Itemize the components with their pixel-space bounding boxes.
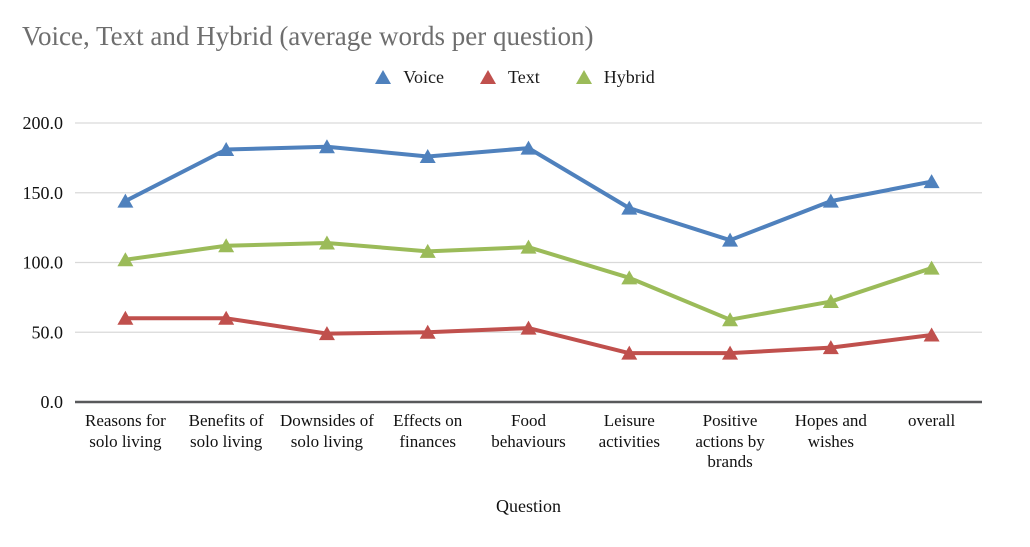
series-line-hybrid [123, 240, 934, 322]
triangle-marker-icon [479, 70, 496, 84]
data-point-marker-text-8 [923, 327, 940, 342]
legend-item-text: Text [479, 66, 540, 88]
data-point-marker-text-6 [722, 345, 739, 360]
chart-legend: Voice Text Hybrid [0, 64, 1030, 90]
data-point-marker-hybrid-4 [520, 239, 537, 254]
data-point-marker-voice-5 [621, 200, 638, 215]
legend-item-hybrid: Hybrid [575, 66, 655, 88]
legend-label-text: Text [507, 66, 540, 87]
data-point-marker-text-1 [218, 310, 235, 325]
data-point-marker-voice-3 [419, 148, 436, 163]
y-tick-label: 150.0 [23, 183, 64, 203]
legend-label-hybrid: Hybrid [603, 66, 655, 87]
y-tick-label: 0.0 [41, 392, 64, 412]
data-point-marker-hybrid-0 [117, 252, 134, 267]
data-point-marker-text-7 [822, 340, 839, 355]
x-axis-title: Question [496, 496, 561, 516]
data-point-marker-hybrid-3 [419, 243, 436, 258]
data-point-marker-hybrid-2 [318, 235, 335, 250]
legend-label-voice: Voice [403, 66, 444, 87]
data-point-marker-hybrid-6 [722, 312, 739, 327]
data-point-marker-text-5 [621, 345, 638, 360]
y-tick-label: 50.0 [32, 322, 64, 342]
data-point-marker-voice-6 [722, 232, 739, 247]
triangle-marker-icon [375, 70, 392, 84]
data-point-marker-voice-2 [318, 139, 335, 154]
data-point-marker-hybrid-8 [923, 260, 940, 275]
data-point-marker-voice-0 [117, 193, 134, 208]
data-point-marker-voice-4 [520, 140, 537, 155]
data-point-marker-voice-8 [923, 174, 940, 189]
data-point-marker-voice-7 [822, 193, 839, 208]
data-point-marker-hybrid-1 [218, 238, 235, 253]
series-line-voice [123, 144, 934, 243]
y-tick-label: 200.0 [23, 113, 64, 133]
data-point-marker-text-0 [117, 310, 134, 325]
y-tick-label: 100.0 [23, 253, 64, 273]
chart-title: Voice, Text and Hybrid (average words pe… [22, 21, 594, 51]
data-point-marker-text-3 [419, 324, 436, 339]
data-point-marker-text-2 [318, 326, 335, 341]
data-point-marker-text-4 [520, 320, 537, 335]
data-point-marker-voice-1 [218, 142, 235, 157]
legend-item-voice: Voice [375, 67, 444, 88]
data-point-marker-hybrid-5 [621, 270, 638, 285]
data-point-marker-hybrid-7 [822, 294, 839, 309]
triangle-marker-icon [575, 70, 592, 84]
